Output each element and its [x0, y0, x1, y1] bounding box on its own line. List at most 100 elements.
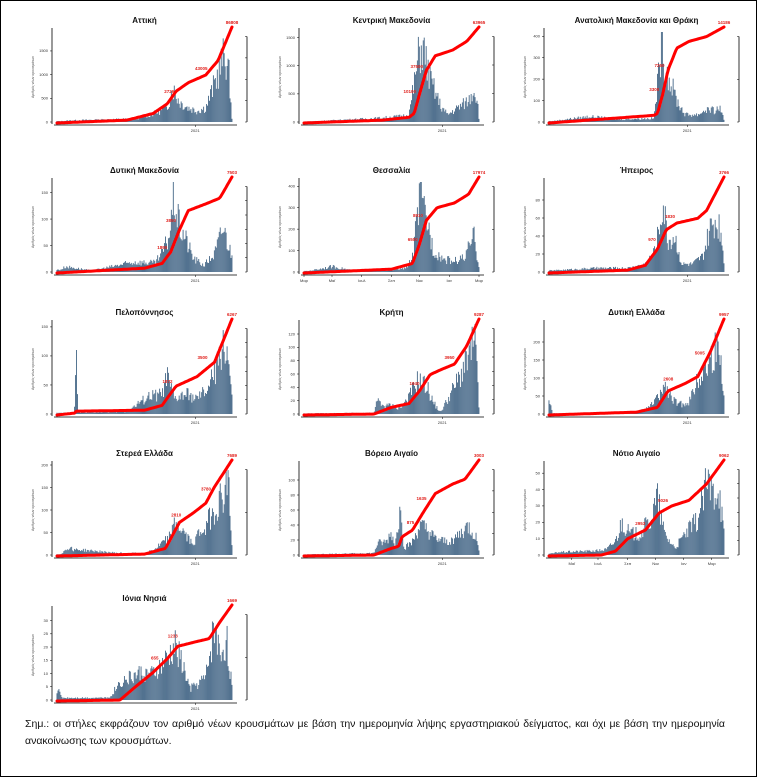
bar — [453, 261, 455, 272]
cumulative-label: 7503 — [227, 170, 238, 175]
bar — [306, 270, 308, 272]
bar — [558, 552, 560, 555]
bar — [215, 628, 217, 700]
bar — [434, 534, 436, 555]
bar — [699, 378, 700, 414]
bar — [76, 350, 77, 414]
bar — [84, 697, 86, 700]
bar — [74, 406, 76, 414]
cumulative-label: 14186 — [718, 20, 731, 25]
bar — [143, 675, 145, 700]
bar — [565, 552, 567, 555]
bar — [710, 218, 712, 272]
bar — [592, 267, 594, 272]
bar — [426, 80, 428, 122]
bar — [656, 251, 657, 272]
bar — [406, 400, 408, 414]
bar — [708, 230, 710, 272]
bar — [474, 97, 476, 122]
bar — [645, 119, 647, 122]
bar — [423, 520, 425, 555]
bar — [711, 225, 713, 272]
cumulative-label: 1669 — [227, 598, 238, 603]
bar — [554, 269, 556, 272]
bar — [225, 360, 227, 414]
bar — [720, 355, 722, 414]
bar — [202, 110, 204, 122]
bar — [719, 365, 721, 414]
bar — [322, 268, 324, 272]
x-tick-label: Μαρ — [300, 278, 309, 283]
bar — [89, 412, 91, 414]
bar — [585, 552, 587, 555]
bar — [633, 119, 635, 122]
bar — [723, 395, 725, 414]
bar — [209, 386, 210, 414]
y-tick-label: 500 — [288, 91, 295, 96]
bar — [203, 106, 205, 122]
bar — [556, 552, 558, 555]
bar — [118, 411, 120, 414]
bar — [77, 697, 78, 700]
bar — [143, 115, 145, 122]
bar — [67, 697, 69, 700]
bar — [319, 269, 321, 272]
bar — [424, 529, 426, 555]
bar — [431, 530, 433, 555]
bar — [601, 550, 603, 555]
bar — [231, 545, 233, 555]
bar — [563, 550, 565, 555]
bar — [709, 500, 711, 555]
bar — [178, 103, 180, 122]
bar — [723, 119, 725, 122]
bar — [227, 58, 229, 122]
bar — [667, 249, 669, 272]
bar — [467, 354, 469, 414]
bar — [201, 534, 203, 555]
bar — [439, 256, 441, 272]
bar — [421, 520, 423, 555]
bar — [161, 673, 163, 700]
bar — [442, 107, 444, 122]
bar — [229, 244, 231, 272]
bar — [428, 222, 430, 272]
bar — [213, 250, 215, 272]
bar — [210, 89, 211, 122]
y-tick-label: 50 — [536, 470, 541, 475]
bar — [224, 660, 226, 700]
bar — [576, 550, 578, 555]
bar — [677, 99, 679, 122]
bar — [413, 539, 415, 555]
bar — [450, 112, 452, 122]
bar — [721, 383, 723, 414]
bar — [451, 390, 453, 414]
bar — [426, 531, 428, 555]
bar — [86, 549, 88, 555]
bar — [98, 697, 100, 700]
bar — [215, 514, 217, 555]
bar — [78, 698, 79, 700]
bar — [84, 412, 86, 414]
bar — [478, 550, 480, 555]
bar — [641, 265, 643, 272]
x-tick-label: 2021 — [191, 278, 201, 283]
bar — [184, 238, 186, 272]
bar — [212, 75, 214, 122]
bar — [686, 264, 688, 272]
y-tick-label: 30 — [536, 503, 541, 508]
bar — [651, 117, 653, 122]
bar — [135, 119, 137, 122]
bar — [718, 508, 720, 555]
bar — [64, 550, 66, 555]
bar — [463, 260, 465, 272]
bar — [148, 116, 150, 122]
bar — [99, 550, 101, 555]
cumulative-line — [302, 458, 481, 558]
bar — [619, 520, 621, 555]
bar — [207, 262, 208, 272]
bar — [145, 400, 147, 414]
chart-title: Κρήτη — [379, 308, 403, 317]
bar — [111, 696, 113, 700]
bar — [304, 270, 306, 272]
